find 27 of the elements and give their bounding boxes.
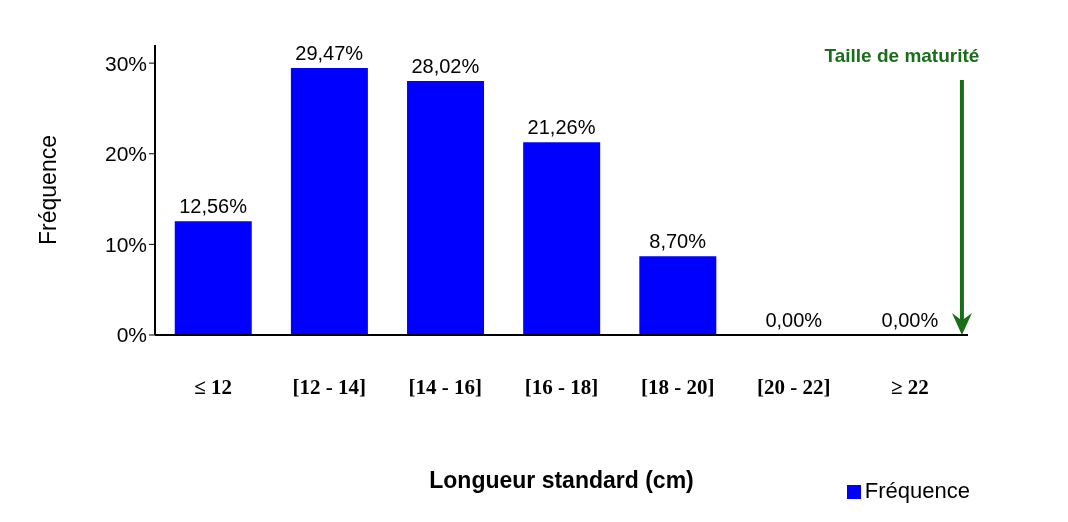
x-tick-label: [16 - 18]: [524, 374, 599, 399]
x-tick-label: ≥ 22: [891, 374, 929, 399]
bar: [290, 67, 368, 335]
annotation: Taille de maturité: [824, 45, 980, 66]
x-tick-label: [20 - 22]: [757, 374, 831, 399]
data-label: 0,00%: [765, 309, 823, 331]
y-tick-label: 10%: [104, 232, 147, 256]
bar: [639, 256, 717, 335]
data-label: 28,02%: [411, 55, 480, 78]
x-tick-label: ≤ 12: [194, 374, 232, 399]
x-tick-label: [12 - 14]: [292, 374, 366, 399]
y-tick-label: 0%: [116, 323, 147, 347]
x-axis-title: Longueur standard (cm): [429, 467, 694, 493]
data-label: 12,56%: [179, 195, 248, 218]
y-tick-label: 30%: [104, 51, 147, 75]
data-label: 0,00%: [881, 309, 939, 331]
bar: [523, 142, 601, 335]
bar: [407, 81, 485, 335]
bar: [174, 221, 252, 335]
x-tick-label: [14 - 16]: [408, 374, 483, 399]
data-label: 8,70%: [649, 230, 707, 253]
x-tick-label: [18 - 20]: [640, 374, 715, 399]
data-label: 21,26%: [527, 116, 596, 139]
data-label: 29,47%: [295, 41, 364, 64]
y-axis-title: Fréquence: [35, 135, 62, 245]
y-tick-label: 20%: [104, 142, 147, 166]
legend-label: Fréquence: [864, 478, 970, 503]
